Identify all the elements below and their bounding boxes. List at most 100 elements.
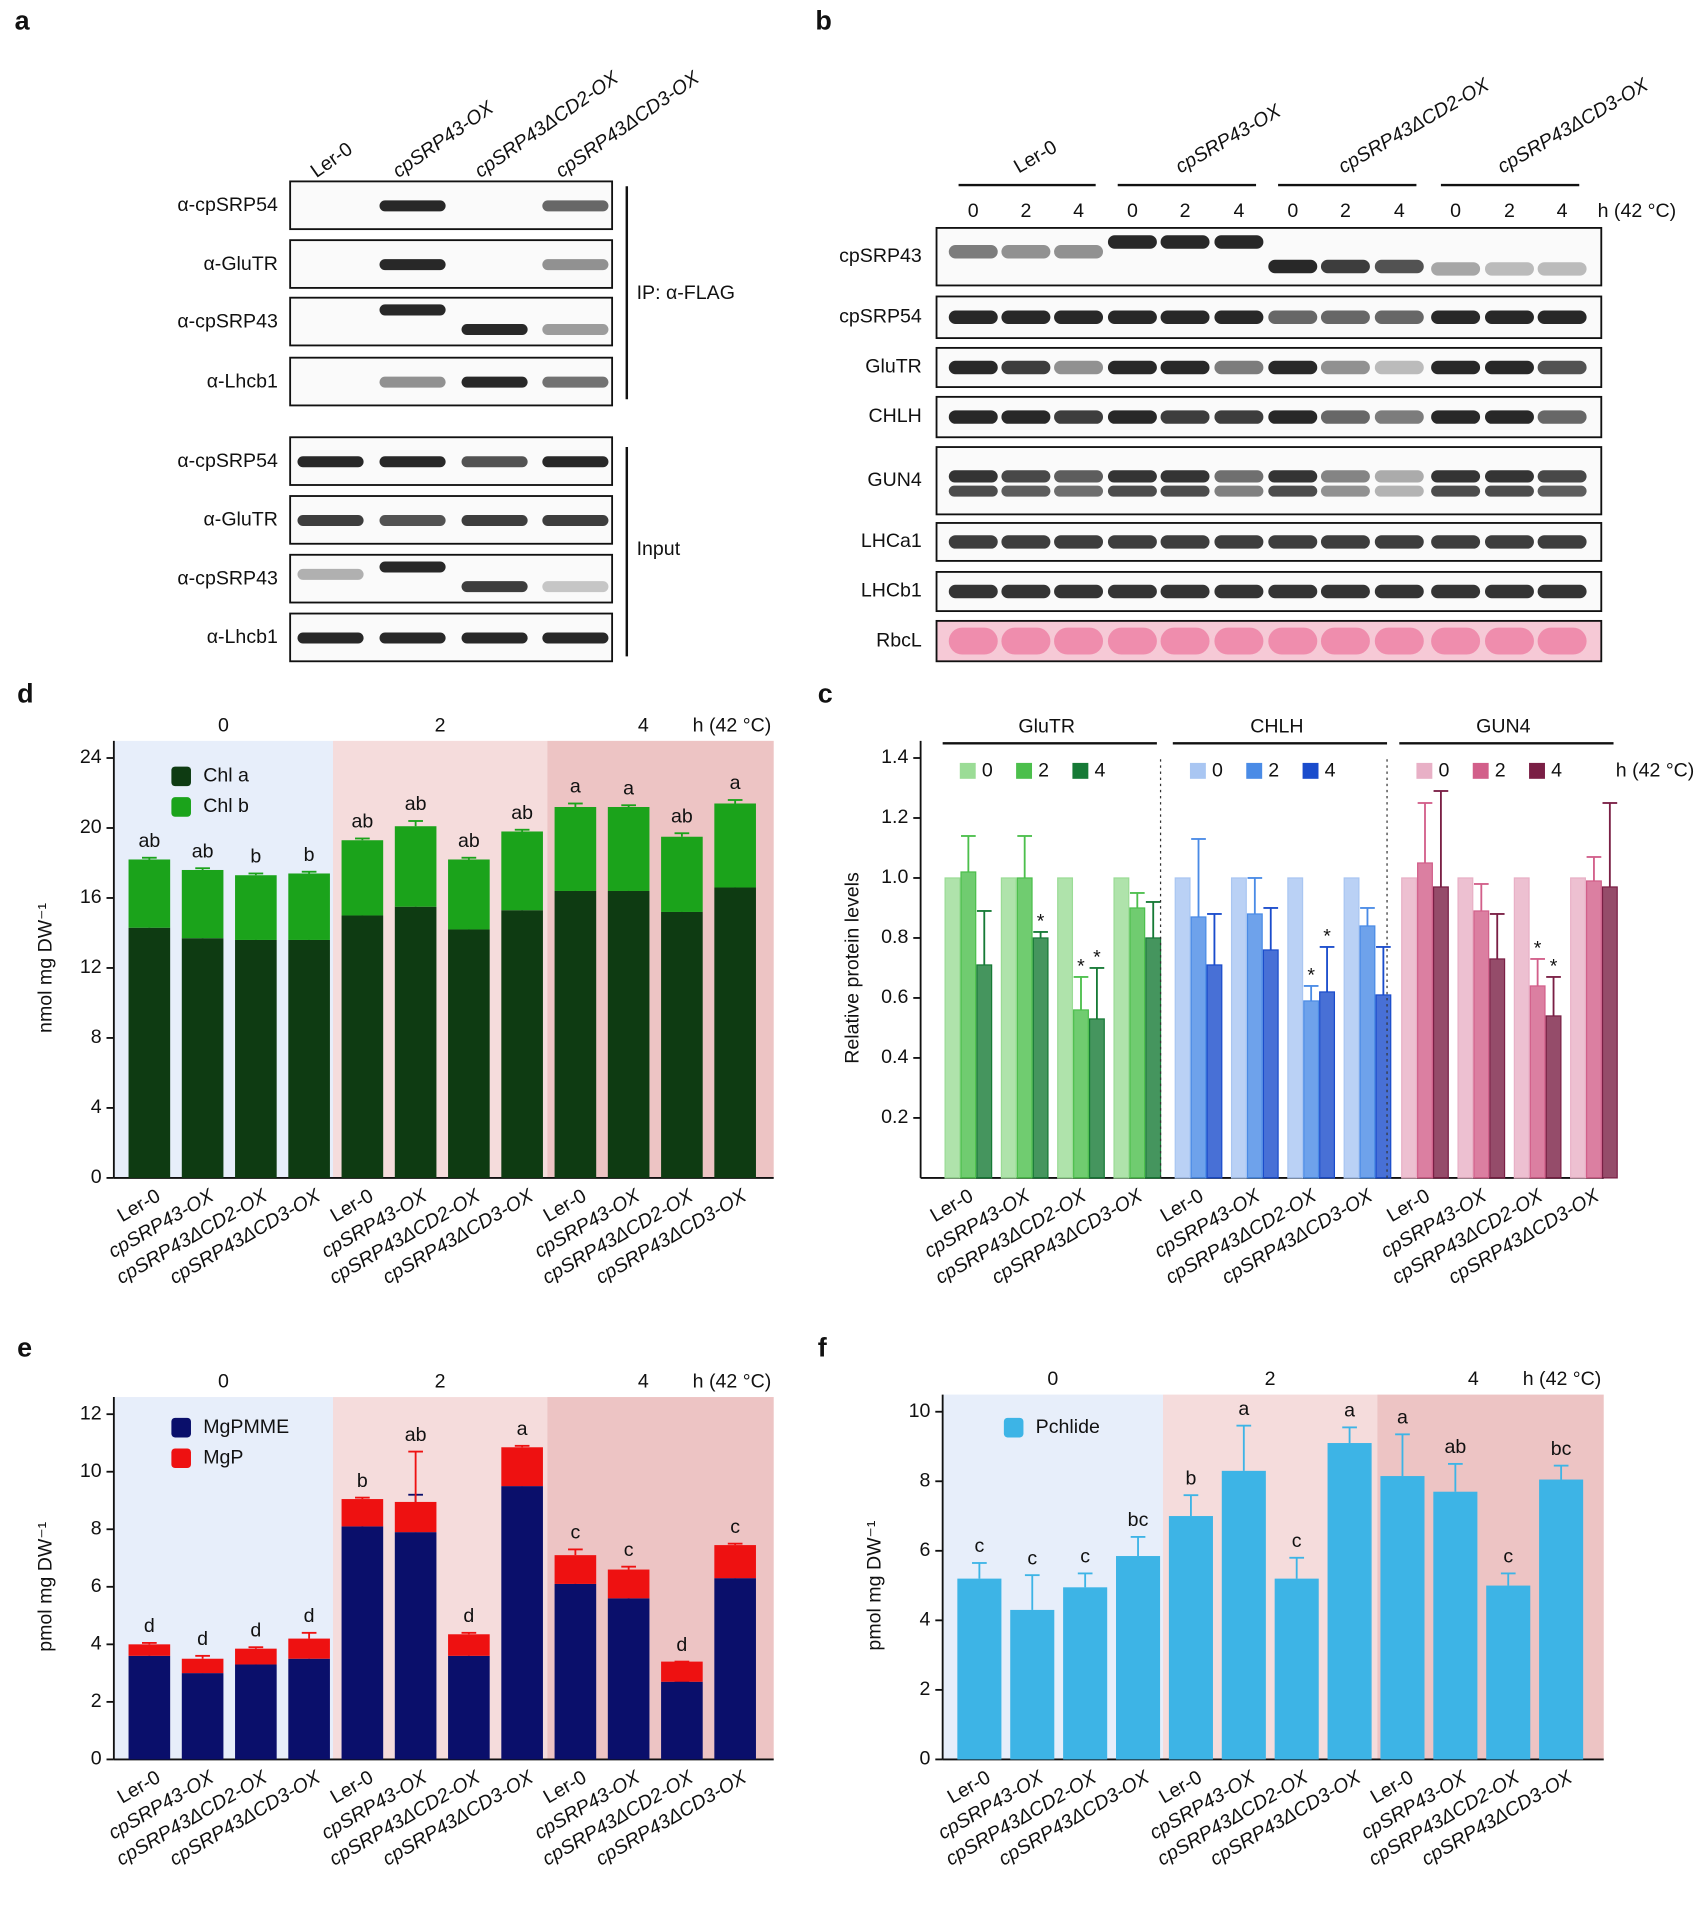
significance-letter: ab xyxy=(405,1424,427,1446)
band xyxy=(1054,410,1104,424)
significance-letter: ab xyxy=(1444,1436,1466,1458)
band xyxy=(1537,410,1587,424)
band xyxy=(1431,410,1481,424)
band xyxy=(1320,535,1370,549)
bar xyxy=(1539,1479,1584,1760)
y-tick-label: 0 xyxy=(91,1748,102,1770)
bar xyxy=(661,1681,703,1760)
bar xyxy=(1513,877,1530,1179)
band xyxy=(542,456,609,468)
bar xyxy=(394,906,437,1178)
significance-letter: ab xyxy=(405,793,427,815)
legend-swatch xyxy=(1246,762,1263,779)
y-tick-label: 0.6 xyxy=(881,986,908,1008)
bar xyxy=(235,1648,277,1665)
band xyxy=(1320,310,1370,325)
band xyxy=(1268,584,1318,599)
group-label: cpSRP43ΔCD2-OX xyxy=(1335,74,1494,178)
bar xyxy=(1359,925,1376,1179)
band xyxy=(1537,262,1587,276)
group-title: GluTR xyxy=(1018,716,1075,738)
bar xyxy=(1088,1018,1105,1179)
band xyxy=(1484,360,1534,375)
bar xyxy=(1113,877,1130,1179)
band xyxy=(1001,485,1051,497)
bar xyxy=(1570,877,1586,1179)
legend-label: Pchlide xyxy=(1036,1416,1100,1438)
band xyxy=(1320,360,1370,375)
band xyxy=(1374,627,1424,655)
bar xyxy=(181,869,224,939)
input-label: Input xyxy=(637,538,681,560)
band xyxy=(1431,470,1481,483)
band xyxy=(1214,485,1264,497)
y-tick-label: 4 xyxy=(91,1096,102,1118)
bar xyxy=(957,1578,1002,1760)
bar xyxy=(448,859,490,930)
group-label: 4 xyxy=(638,1371,649,1393)
significance-letter: a xyxy=(1397,1407,1408,1429)
bar xyxy=(1457,877,1474,1179)
band xyxy=(948,410,998,424)
band xyxy=(1374,310,1424,325)
legend-swatch xyxy=(1472,762,1489,779)
bar xyxy=(607,806,650,891)
significance-letter: b xyxy=(1185,1467,1196,1489)
band xyxy=(1374,485,1424,497)
bar xyxy=(288,1658,330,1760)
band xyxy=(1431,584,1481,599)
band xyxy=(1268,470,1318,483)
bar xyxy=(661,836,703,912)
legend-label: 0 xyxy=(1438,760,1449,782)
bar xyxy=(554,1583,597,1760)
significance-letter: ab xyxy=(138,830,160,852)
y-tick-label: 20 xyxy=(80,816,102,838)
y-tick-label: 1.4 xyxy=(881,746,908,768)
band xyxy=(1374,535,1424,549)
bar xyxy=(1032,937,1049,1179)
time-label: 0 xyxy=(1450,200,1461,222)
bar xyxy=(501,910,543,1178)
bar xyxy=(1190,916,1207,1179)
bar xyxy=(1246,913,1263,1179)
band xyxy=(1001,584,1051,599)
y-axis-label: nmol mg DW⁻¹ xyxy=(35,902,57,1032)
legend-swatch xyxy=(1302,762,1319,779)
band xyxy=(1374,410,1424,424)
bar xyxy=(1489,958,1506,1179)
group-label: 0 xyxy=(218,1371,229,1393)
y-tick-label: 10 xyxy=(909,1400,931,1422)
significance-letter: d xyxy=(197,1628,208,1650)
group-title: CHLH xyxy=(1250,716,1303,738)
band xyxy=(542,514,609,527)
bar xyxy=(1433,1491,1478,1760)
panel-letter: f xyxy=(818,1332,828,1362)
significance-letter: bc xyxy=(1128,1509,1149,1531)
group-label: 2 xyxy=(435,714,446,736)
y-tick-label: 16 xyxy=(80,886,102,908)
band xyxy=(1484,584,1534,599)
band xyxy=(1214,235,1264,249)
band xyxy=(948,470,998,483)
band xyxy=(297,456,364,468)
band xyxy=(542,200,609,212)
group-label: 4 xyxy=(638,714,649,736)
group-label: 0 xyxy=(218,714,229,736)
band xyxy=(1320,470,1370,483)
bar xyxy=(341,915,384,1178)
band xyxy=(461,514,528,527)
bar xyxy=(1230,877,1247,1179)
band xyxy=(1001,627,1051,655)
y-axis-label: Relative protein levels xyxy=(841,872,863,1064)
significance-letter: a xyxy=(1238,1398,1249,1420)
band xyxy=(1160,535,1210,549)
band xyxy=(1001,535,1051,549)
significance-letter: a xyxy=(517,1418,528,1440)
bar xyxy=(714,803,756,888)
bar xyxy=(394,1501,437,1533)
band xyxy=(1484,485,1534,497)
band xyxy=(542,581,609,593)
band xyxy=(297,632,364,644)
band xyxy=(1160,485,1210,497)
